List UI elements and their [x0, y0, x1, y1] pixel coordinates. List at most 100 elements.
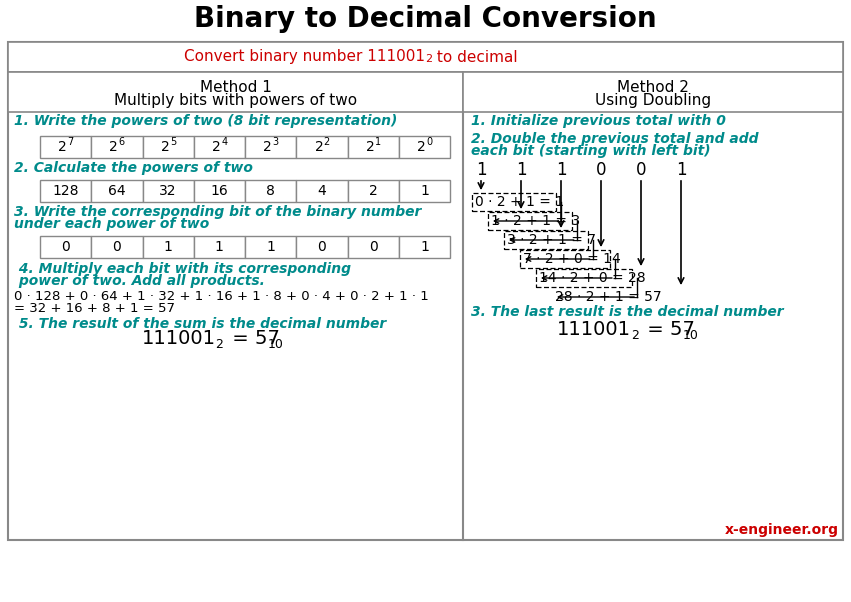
Text: to decimal: to decimal — [432, 49, 518, 64]
Text: Method 1: Method 1 — [200, 79, 271, 95]
Text: 2: 2 — [110, 140, 118, 154]
Bar — [194, 236, 245, 258]
Text: 0: 0 — [636, 161, 646, 179]
Text: 2: 2 — [263, 140, 272, 154]
Text: 5. The result of the sum is the decimal number: 5. The result of the sum is the decimal … — [14, 317, 386, 331]
Text: 1: 1 — [266, 240, 275, 254]
Bar — [245, 236, 296, 258]
Text: 1: 1 — [676, 161, 686, 179]
Text: each bit (starting with left bit): each bit (starting with left bit) — [471, 144, 711, 158]
Text: 7: 7 — [67, 137, 74, 147]
Bar — [296, 236, 347, 258]
Text: 0: 0 — [112, 240, 121, 254]
Bar — [245, 180, 296, 202]
Text: 2: 2 — [426, 54, 432, 64]
Text: 111001: 111001 — [557, 320, 631, 339]
Bar — [40, 180, 91, 202]
Text: 111001: 111001 — [141, 329, 215, 348]
Text: 2. Double the previous total and add: 2. Double the previous total and add — [471, 132, 758, 146]
Bar — [40, 236, 91, 258]
Text: 0: 0 — [596, 161, 606, 179]
Bar — [40, 136, 91, 158]
Bar — [472, 193, 556, 211]
Text: 0: 0 — [317, 240, 326, 254]
Text: Using Doubling: Using Doubling — [595, 93, 711, 108]
Text: Binary to Decimal Conversion: Binary to Decimal Conversion — [194, 5, 657, 33]
Text: 2: 2 — [368, 184, 378, 198]
Text: 64: 64 — [108, 184, 126, 198]
Bar — [536, 269, 632, 287]
Text: 2. Calculate the powers of two: 2. Calculate the powers of two — [14, 161, 253, 175]
Text: 0: 0 — [61, 240, 70, 254]
Text: 1. Write the powers of two (8 bit representation): 1. Write the powers of two (8 bit repres… — [14, 114, 397, 128]
Text: 0 · 2 + 1 = 1: 0 · 2 + 1 = 1 — [475, 195, 564, 209]
Bar — [296, 136, 347, 158]
Text: 1: 1 — [516, 161, 526, 179]
Bar — [399, 236, 450, 258]
Text: Multiply bits with powers of two: Multiply bits with powers of two — [114, 93, 357, 108]
Text: 1: 1 — [163, 240, 173, 254]
Bar — [91, 180, 142, 202]
Bar — [8, 42, 843, 540]
Bar — [142, 180, 194, 202]
Text: 3. Write the corresponding bit of the binary number: 3. Write the corresponding bit of the bi… — [14, 205, 421, 219]
Text: = 32 + 16 + 8 + 1 = 57: = 32 + 16 + 8 + 1 = 57 — [14, 302, 175, 315]
Bar — [399, 136, 450, 158]
Text: 4: 4 — [317, 184, 326, 198]
Bar — [245, 136, 296, 158]
Text: 1 · 2 + 1 = 3: 1 · 2 + 1 = 3 — [491, 214, 580, 228]
Text: 4: 4 — [221, 137, 227, 147]
Bar — [488, 212, 572, 230]
Text: 1: 1 — [375, 137, 381, 147]
Bar — [91, 236, 142, 258]
Text: 10: 10 — [267, 338, 283, 351]
Bar — [142, 236, 194, 258]
Text: 32: 32 — [159, 184, 177, 198]
Text: 2: 2 — [323, 137, 330, 147]
Text: under each power of two: under each power of two — [14, 217, 209, 231]
Text: 10: 10 — [683, 329, 699, 342]
Text: 0 · 128 + 0 · 64 + 1 · 32 + 1 · 16 + 1 · 8 + 0 · 4 + 0 · 2 + 1 · 1: 0 · 128 + 0 · 64 + 1 · 32 + 1 · 16 + 1 ·… — [14, 290, 429, 302]
Text: 3. The last result is the decimal number: 3. The last result is the decimal number — [471, 305, 784, 319]
Text: 2: 2 — [212, 140, 220, 154]
Text: 28 · 2 + 1 = 57: 28 · 2 + 1 = 57 — [555, 290, 661, 304]
Bar — [194, 136, 245, 158]
Text: 5: 5 — [170, 137, 176, 147]
Text: 1: 1 — [420, 240, 429, 254]
Bar — [8, 72, 463, 112]
Text: 128: 128 — [53, 184, 79, 198]
Bar — [347, 136, 399, 158]
Text: 14 · 2 + 0 = 28: 14 · 2 + 0 = 28 — [539, 271, 646, 285]
Bar — [399, 180, 450, 202]
Text: 2: 2 — [315, 140, 323, 154]
Text: 8: 8 — [266, 184, 275, 198]
Bar — [347, 180, 399, 202]
Bar — [142, 136, 194, 158]
Text: 2: 2 — [215, 338, 223, 351]
Text: 1: 1 — [556, 161, 566, 179]
Text: = 57: = 57 — [226, 329, 279, 348]
Text: 1: 1 — [215, 240, 224, 254]
Text: 2: 2 — [366, 140, 374, 154]
Text: Convert binary number 111001: Convert binary number 111001 — [185, 49, 426, 64]
Bar — [91, 136, 142, 158]
Bar — [8, 42, 843, 72]
Text: 1: 1 — [476, 161, 486, 179]
Text: 1: 1 — [420, 184, 429, 198]
Text: power of two. Add all products.: power of two. Add all products. — [14, 274, 265, 288]
Bar — [194, 180, 245, 202]
Bar — [347, 236, 399, 258]
Text: 0: 0 — [368, 240, 378, 254]
Text: = 57: = 57 — [641, 320, 695, 339]
Text: 6: 6 — [119, 137, 125, 147]
Bar — [296, 180, 347, 202]
Text: 2: 2 — [58, 140, 67, 154]
Text: x-engineer.org: x-engineer.org — [725, 523, 839, 537]
Bar — [520, 250, 610, 268]
Text: 3 · 2 + 1 = 7: 3 · 2 + 1 = 7 — [507, 233, 596, 247]
Bar — [463, 72, 843, 112]
Text: 4. Multiply each bit with its corresponding: 4. Multiply each bit with its correspond… — [14, 262, 351, 276]
Text: 16: 16 — [210, 184, 228, 198]
Text: Method 2: Method 2 — [617, 79, 689, 95]
Text: 2: 2 — [631, 329, 639, 342]
